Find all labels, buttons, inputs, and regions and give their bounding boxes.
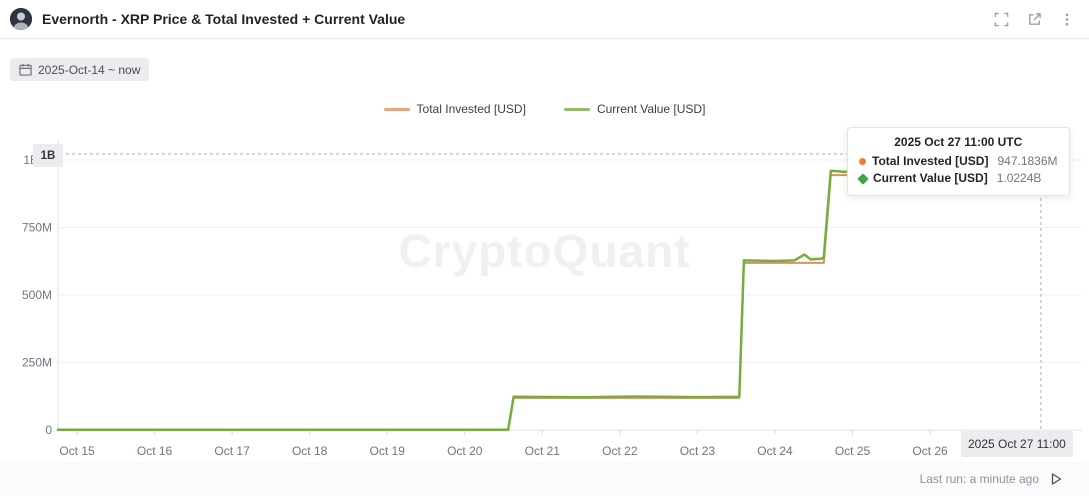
green-diamond-icon bbox=[857, 172, 869, 185]
legend-swatch-total-invested bbox=[383, 107, 410, 111]
y-axis-pointer-badge: 1B bbox=[33, 144, 63, 167]
x-axis-tick-label: Oct 23 bbox=[680, 444, 716, 458]
open-in-new-icon[interactable] bbox=[1026, 11, 1042, 27]
more-options-icon[interactable] bbox=[1059, 11, 1075, 27]
tooltip-row-current-value: Current Value [USD] 1.0224B bbox=[857, 170, 1058, 187]
footer-bar: Last run: a minute ago bbox=[0, 462, 1089, 496]
x-axis-pointer-badge: 2025 Oct 27 11:00 bbox=[961, 431, 1073, 457]
x-axis-tick-label: Oct 21 bbox=[525, 444, 561, 458]
legend-swatch-current-value bbox=[563, 107, 590, 111]
avatar bbox=[10, 8, 32, 30]
orange-dot-icon bbox=[859, 158, 866, 165]
y-axis-tick-label: 0 bbox=[45, 423, 52, 437]
legend-label-current-value: Current Value [USD] bbox=[596, 102, 706, 116]
chart-tooltip: 2025 Oct 27 11:00 UTC Total Invested [US… bbox=[847, 127, 1070, 196]
header-bar: Evernorth - XRP Price & Total Invested +… bbox=[0, 0, 1089, 39]
calendar-icon bbox=[19, 63, 32, 76]
tooltip-label: Total Invested [USD] bbox=[872, 154, 989, 168]
person-avatar-icon bbox=[10, 8, 32, 30]
x-axis-tick-label: Oct 22 bbox=[602, 444, 638, 458]
header-actions bbox=[993, 11, 1075, 27]
cryptoquant-watermark: CryptoQuant bbox=[398, 225, 691, 277]
date-range-chip[interactable]: 2025-Oct-14 ~ now bbox=[10, 58, 150, 81]
page-title: Evernorth - XRP Price & Total Invested +… bbox=[42, 11, 406, 27]
x-axis-tick-label: Oct 16 bbox=[137, 444, 173, 458]
x-axis-tick-label: Oct 26 bbox=[912, 444, 948, 458]
x-axis-tick-label: Oct 25 bbox=[835, 444, 871, 458]
tooltip-timestamp: 2025 Oct 27 11:00 UTC bbox=[894, 135, 1023, 149]
x-axis-tick-label: Oct 24 bbox=[757, 444, 793, 458]
tooltip-label: Current Value [USD] bbox=[873, 171, 988, 185]
tooltip-value: 947.1836M bbox=[997, 154, 1058, 168]
x-axis-tick-label: Oct 15 bbox=[59, 444, 95, 458]
tooltip-row-total-invested: Total Invested [USD] 947.1836M bbox=[859, 153, 1058, 170]
legend-item-total-invested[interactable]: Total Invested [USD] bbox=[383, 102, 526, 116]
date-range-label: 2025-Oct-14 ~ now bbox=[38, 62, 141, 77]
legend-label-total-invested: Total Invested [USD] bbox=[416, 102, 526, 116]
y-axis-tick-label: 500M bbox=[22, 288, 52, 302]
last-run-status: Last run: a minute ago bbox=[919, 472, 1039, 486]
tooltip-value: 1.0224B bbox=[996, 171, 1042, 185]
legend-item-current-value[interactable]: Current Value [USD] bbox=[563, 102, 706, 116]
series-line-total-invested-usd bbox=[57, 173, 1042, 431]
x-axis-tick-label: Oct 20 bbox=[447, 444, 483, 458]
y-axis-tick-label: 250M bbox=[22, 356, 52, 370]
x-axis-tick-label: Oct 19 bbox=[370, 444, 406, 458]
fullscreen-icon[interactable] bbox=[993, 11, 1009, 27]
x-axis-tick-label: Oct 18 bbox=[292, 444, 328, 458]
run-play-icon[interactable] bbox=[1049, 471, 1065, 487]
x-axis-tick-label: Oct 17 bbox=[214, 444, 250, 458]
chart-legend: Total Invested [USD] Current Value [USD] bbox=[0, 102, 1089, 116]
